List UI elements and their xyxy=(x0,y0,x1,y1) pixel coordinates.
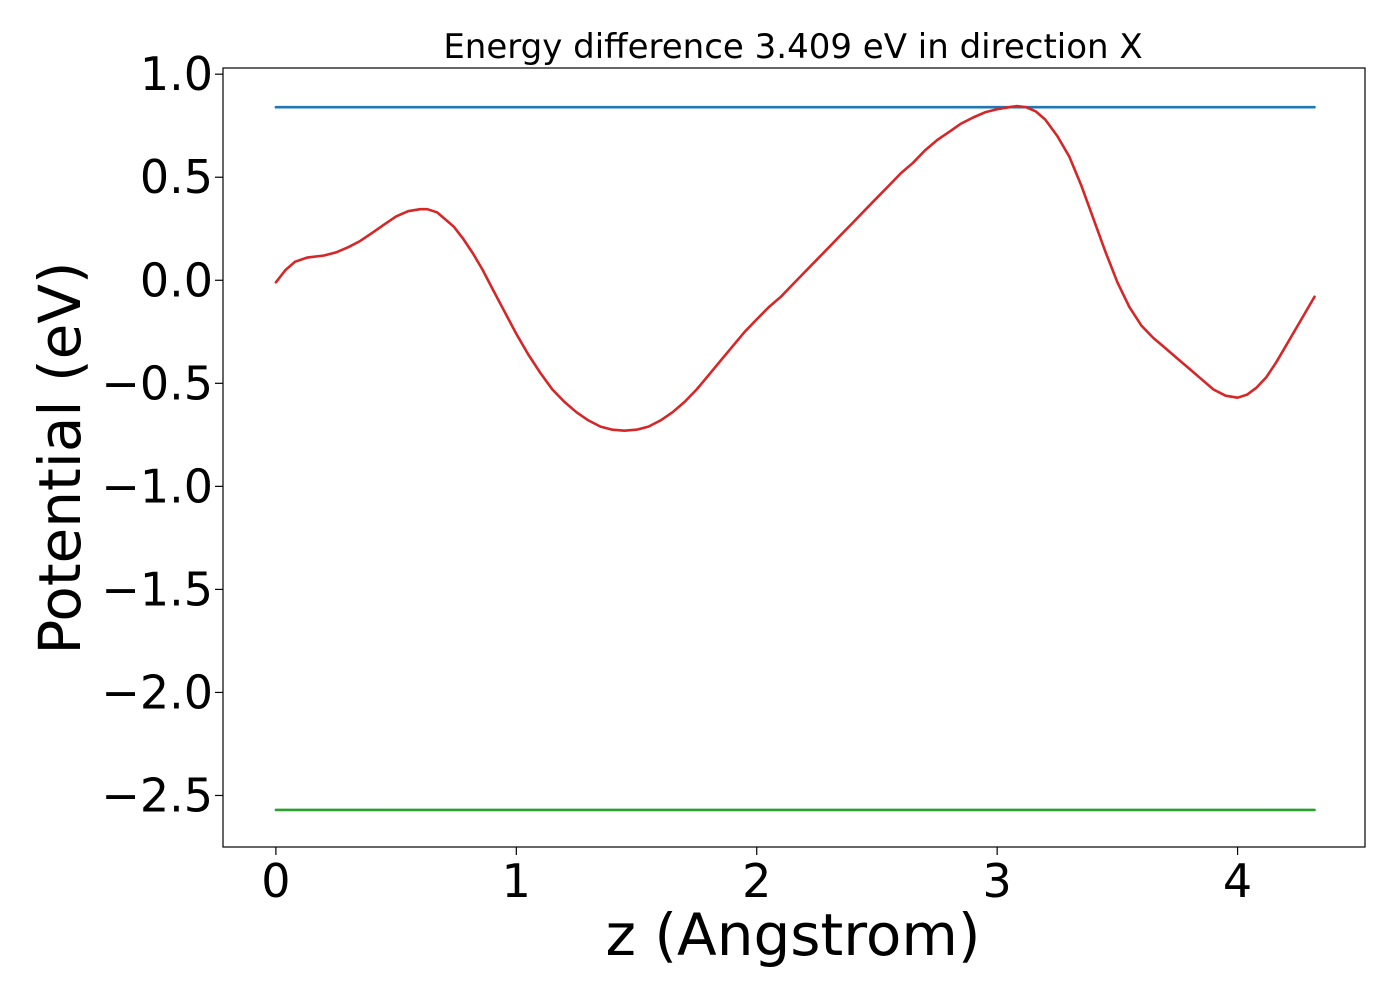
y-tick-label: −2.0 xyxy=(101,665,213,719)
y-tick-label: 0.5 xyxy=(140,150,213,204)
series-layer xyxy=(274,104,1316,812)
y-tick-label: −1.5 xyxy=(101,562,213,616)
y-tick-label: −1.0 xyxy=(101,459,213,513)
x-axis: 0 1 2 3 4 xyxy=(261,847,1252,908)
chart-title: Energy difference 3.409 eV in direction … xyxy=(443,27,1142,67)
x-axis-label: z (Angstrom) xyxy=(606,901,981,969)
y-tick-label: 0.0 xyxy=(140,253,213,307)
x-tick-label: 0 xyxy=(261,854,290,908)
x-tick-label: 1 xyxy=(502,854,531,908)
y-tick-label: −2.5 xyxy=(101,768,213,822)
x-tick-label: 2 xyxy=(742,854,771,908)
x-tick-label: 4 xyxy=(1223,854,1252,908)
y-tick-label: 1.0 xyxy=(140,47,213,101)
y-axis: 1.0 0.5 0.0 −0.5 −1.0 −1.5 −2.0 −2.5 xyxy=(101,47,223,822)
plot-frame xyxy=(222,67,1366,848)
x-tick-label: 3 xyxy=(983,854,1012,908)
series-line-3 xyxy=(274,104,1316,433)
y-axis-label: Potential (eV) xyxy=(26,261,94,654)
y-tick-label: −0.5 xyxy=(101,356,213,410)
